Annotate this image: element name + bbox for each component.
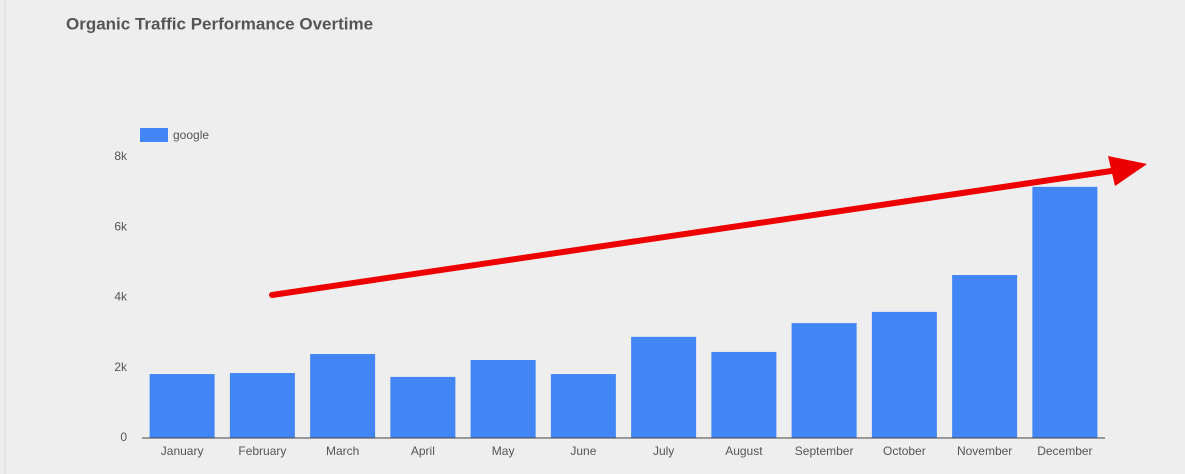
x-tick-label: March <box>326 444 359 458</box>
trend-arrow-head <box>1108 156 1147 186</box>
bar <box>149 374 215 438</box>
y-tick-label: 8k <box>114 149 128 163</box>
x-tick-label: August <box>725 444 763 458</box>
trend-arrow <box>269 167 1121 298</box>
bar <box>470 360 536 438</box>
x-tick-label: May <box>492 444 515 458</box>
legend-swatch <box>140 128 168 142</box>
chart-title: Organic Traffic Performance Overtime <box>66 14 373 33</box>
bar <box>1032 186 1098 438</box>
x-tick-label: April <box>411 444 435 458</box>
x-tick-label: June <box>570 444 596 458</box>
y-tick-label: 2k <box>114 360 128 374</box>
x-tick-label: September <box>795 444 854 458</box>
bar <box>871 311 937 438</box>
bar <box>952 275 1018 438</box>
y-tick-label: 6k <box>114 219 128 233</box>
x-tick-label: February <box>238 444 286 458</box>
x-tick-label: July <box>653 444 674 458</box>
bar <box>711 351 777 438</box>
bar <box>310 354 376 438</box>
bar <box>791 323 857 438</box>
y-tick-label: 0 <box>120 430 127 444</box>
legend-label: google <box>173 128 209 142</box>
bar <box>631 336 697 438</box>
bar <box>229 373 295 438</box>
x-tick-label: October <box>883 444 926 458</box>
x-tick-label: November <box>957 444 1012 458</box>
bar <box>390 376 456 438</box>
plot: 0 2k 4k 6k 8k google January February March April… <box>114 128 1105 458</box>
bar <box>550 374 616 438</box>
y-tick-label: 4k <box>114 290 128 304</box>
x-tick-label: December <box>1037 444 1092 458</box>
x-tick-label: January <box>161 444 204 458</box>
